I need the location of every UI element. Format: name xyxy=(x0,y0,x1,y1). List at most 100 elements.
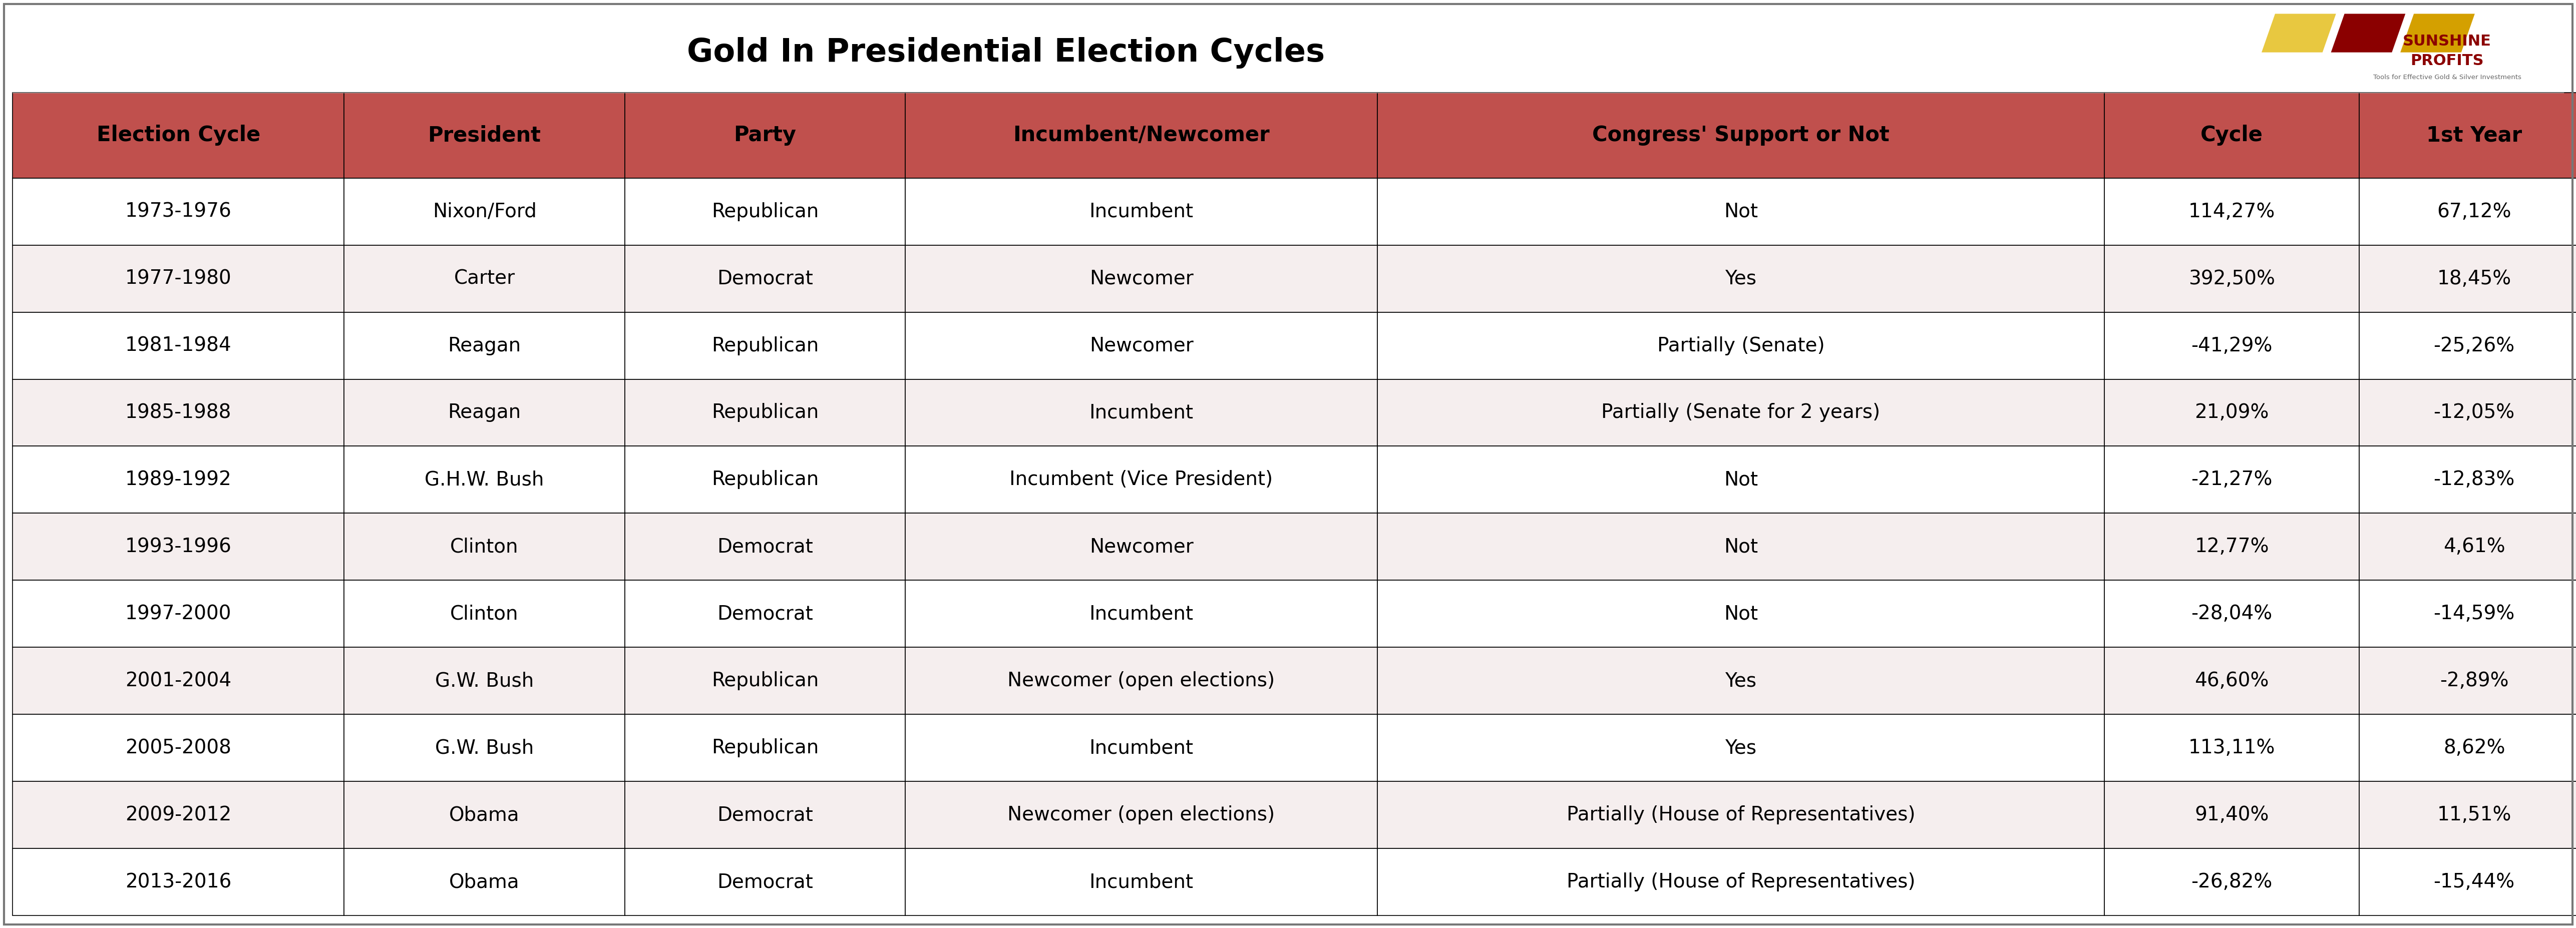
Text: 46,60%: 46,60% xyxy=(2195,671,2269,690)
Bar xyxy=(904,93,1378,178)
Text: Yes: Yes xyxy=(1726,739,1757,757)
Text: 4,61%: 4,61% xyxy=(2442,537,2504,556)
Text: 1st Year: 1st Year xyxy=(2427,124,2522,146)
Bar xyxy=(345,312,626,380)
Bar xyxy=(904,848,1378,916)
Bar xyxy=(2105,93,2360,178)
Text: -14,59%: -14,59% xyxy=(2434,604,2514,624)
Bar xyxy=(1378,93,2105,178)
Text: Democrat: Democrat xyxy=(716,806,814,824)
Bar xyxy=(626,715,904,781)
Text: Not: Not xyxy=(1723,604,1757,624)
Bar xyxy=(13,513,345,580)
Text: Newcomer: Newcomer xyxy=(1090,269,1193,288)
Text: Congress' Support or Not: Congress' Support or Not xyxy=(1592,124,1888,146)
Text: Partially (House of Representatives): Partially (House of Representatives) xyxy=(1566,872,1914,892)
Text: Partially (House of Representatives): Partially (House of Representatives) xyxy=(1566,806,1914,824)
Text: Reagan: Reagan xyxy=(448,336,520,355)
Polygon shape xyxy=(2331,14,2406,52)
Bar xyxy=(345,245,626,312)
Bar xyxy=(1378,848,2105,916)
Bar xyxy=(1378,446,2105,513)
Text: Republican: Republican xyxy=(711,202,819,221)
Text: 11,51%: 11,51% xyxy=(2437,806,2512,824)
Text: Democrat: Democrat xyxy=(716,604,814,624)
Text: -25,26%: -25,26% xyxy=(2434,336,2514,355)
Bar xyxy=(1378,580,2105,648)
Text: Republican: Republican xyxy=(711,739,819,757)
Bar xyxy=(345,380,626,446)
Text: 114,27%: 114,27% xyxy=(2190,202,2275,221)
Text: Newcomer: Newcomer xyxy=(1090,537,1193,556)
Text: Gold In Presidential Election Cycles: Gold In Presidential Election Cycles xyxy=(688,37,1324,69)
Text: 2013-2016: 2013-2016 xyxy=(126,872,232,892)
Text: Carter: Carter xyxy=(453,269,515,288)
Bar xyxy=(1378,178,2105,245)
Text: Incumbent: Incumbent xyxy=(1090,202,1193,221)
Text: 8,62%: 8,62% xyxy=(2442,739,2504,757)
Text: Obama: Obama xyxy=(448,872,520,892)
Bar xyxy=(13,580,345,648)
Text: 67,12%: 67,12% xyxy=(2437,202,2512,221)
Bar xyxy=(13,715,345,781)
Text: G.H.W. Bush: G.H.W. Bush xyxy=(425,470,544,489)
Text: 1973-1976: 1973-1976 xyxy=(126,202,232,221)
Bar xyxy=(1378,245,2105,312)
Bar xyxy=(904,513,1378,580)
Text: Reagan: Reagan xyxy=(448,403,520,422)
Text: Newcomer (open elections): Newcomer (open elections) xyxy=(1007,671,1275,690)
Bar xyxy=(13,848,345,916)
Bar xyxy=(2360,245,2576,312)
Text: 2005-2008: 2005-2008 xyxy=(126,739,232,757)
Bar xyxy=(904,380,1378,446)
Bar xyxy=(2360,312,2576,380)
Bar xyxy=(626,848,904,916)
Text: SUNSHINE: SUNSHINE xyxy=(2403,34,2491,49)
Text: -26,82%: -26,82% xyxy=(2192,872,2272,892)
Text: 1997-2000: 1997-2000 xyxy=(126,604,232,624)
Bar xyxy=(345,93,626,178)
Bar xyxy=(2360,648,2576,715)
Bar xyxy=(904,178,1378,245)
Bar xyxy=(2360,580,2576,648)
Text: Newcomer: Newcomer xyxy=(1090,336,1193,355)
Bar xyxy=(1378,513,2105,580)
Text: Tools for Effective Gold & Silver Investments: Tools for Effective Gold & Silver Invest… xyxy=(2372,74,2522,81)
Bar xyxy=(626,312,904,380)
Text: 21,09%: 21,09% xyxy=(2195,403,2269,422)
Bar xyxy=(626,178,904,245)
Text: -28,04%: -28,04% xyxy=(2192,604,2272,624)
Bar xyxy=(2360,848,2576,916)
Bar xyxy=(2105,781,2360,848)
Text: Republican: Republican xyxy=(711,671,819,690)
Text: Election Cycle: Election Cycle xyxy=(95,124,260,146)
Text: Democrat: Democrat xyxy=(716,872,814,892)
Bar xyxy=(345,513,626,580)
Text: Party: Party xyxy=(734,124,796,146)
Bar xyxy=(2105,312,2360,380)
Text: Incumbent: Incumbent xyxy=(1090,403,1193,422)
Bar xyxy=(1378,715,2105,781)
Bar xyxy=(1378,781,2105,848)
Bar xyxy=(345,848,626,916)
Text: Clinton: Clinton xyxy=(451,604,518,624)
Text: Incumbent: Incumbent xyxy=(1090,604,1193,624)
Bar xyxy=(904,781,1378,848)
Bar xyxy=(13,178,345,245)
Bar xyxy=(2360,513,2576,580)
Text: 12,77%: 12,77% xyxy=(2195,537,2269,556)
Text: 2001-2004: 2001-2004 xyxy=(126,671,232,690)
Text: Republican: Republican xyxy=(711,336,819,355)
Bar xyxy=(345,715,626,781)
Text: Partially (Senate for 2 years): Partially (Senate for 2 years) xyxy=(1602,403,1880,422)
Bar xyxy=(626,781,904,848)
Bar xyxy=(904,580,1378,648)
Bar xyxy=(1378,648,2105,715)
Bar xyxy=(345,178,626,245)
Bar xyxy=(345,648,626,715)
Text: Obama: Obama xyxy=(448,806,520,824)
Text: Partially (Senate): Partially (Senate) xyxy=(1656,336,1824,355)
Text: Republican: Republican xyxy=(711,403,819,422)
Bar xyxy=(345,446,626,513)
Bar xyxy=(13,648,345,715)
